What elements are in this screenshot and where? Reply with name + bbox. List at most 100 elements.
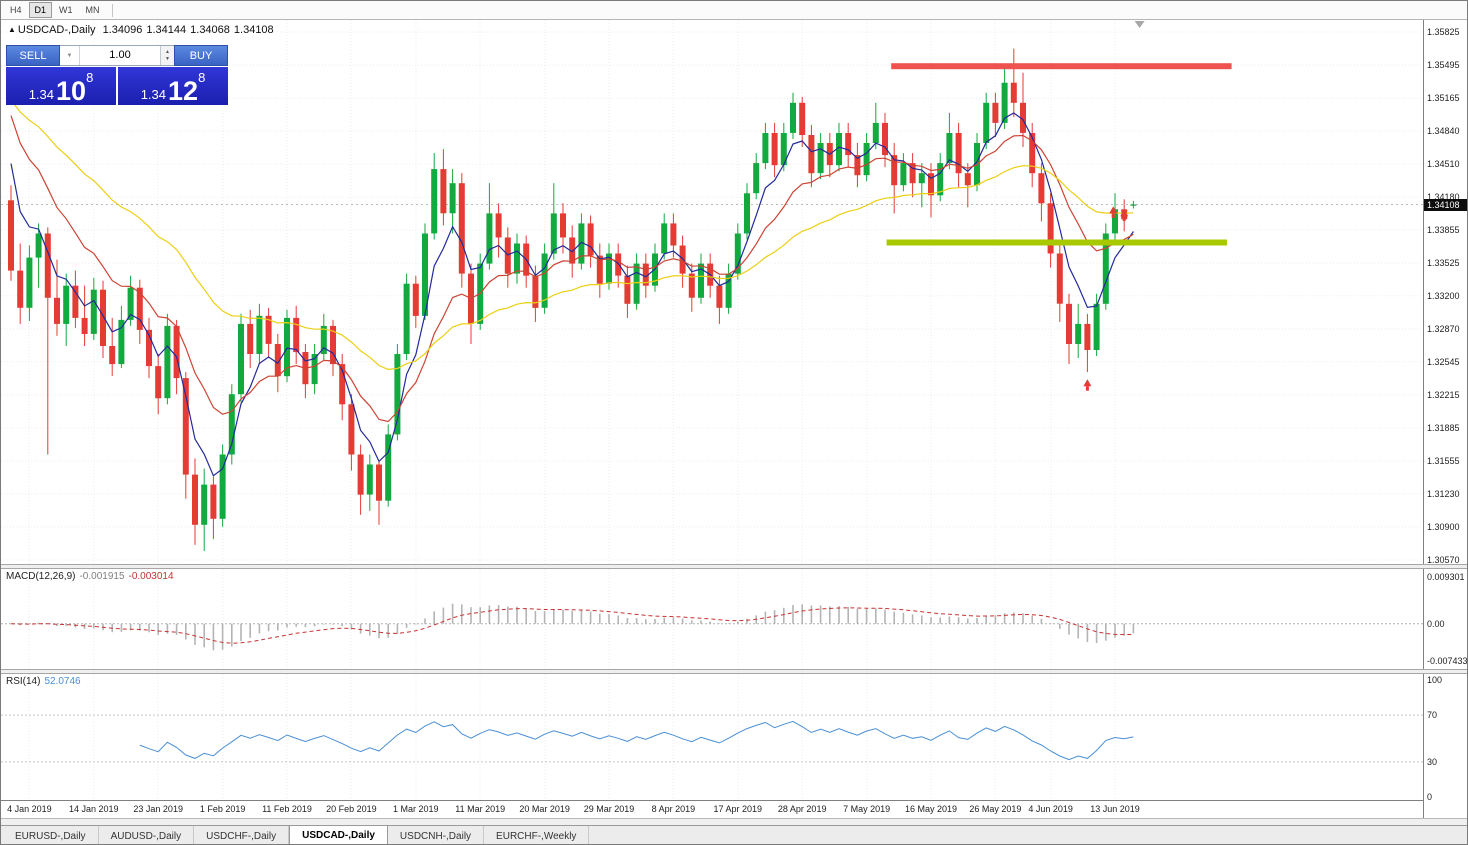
- main-chart-canvas[interactable]: [1, 20, 1423, 564]
- price-scale-label: 1.31230: [1427, 488, 1460, 499]
- date-axis-label: 26 May 2019: [969, 804, 1022, 814]
- volume-field[interactable]: ▼ 1.00 ▲ ▼: [60, 45, 174, 66]
- macd-scale-label: 0.009301: [1427, 572, 1465, 582]
- one-click-trading-panel: SELL ▼ 1.00 ▲ ▼ BUY 1.34 10 8 1.34 12 8: [6, 45, 228, 105]
- trade-arrow-marker: [1120, 209, 1129, 221]
- timeframe-button-w1[interactable]: W1: [53, 2, 79, 18]
- rsi-panel-canvas[interactable]: [1, 674, 1423, 800]
- macd-panel-canvas[interactable]: [1, 569, 1423, 669]
- buy-button[interactable]: BUY: [174, 45, 228, 66]
- date-axis-label: 16 May 2019: [904, 804, 958, 814]
- price-scale-label: 1.33200: [1427, 290, 1460, 301]
- price-scale-label: 1.31555: [1427, 456, 1460, 467]
- bottom-filler: [1, 818, 1467, 825]
- date-axis-label: 1 Mar 2019: [393, 804, 439, 814]
- trade-arrow-marker: [1083, 379, 1092, 391]
- toolbar-separator: [111, 3, 113, 17]
- chart-tab-bar: EURUSD-,Daily AUDUSD-,Daily USDCHF-,Daily U…: [1, 825, 1467, 844]
- sell-price-display[interactable]: 1.34 10 8: [6, 67, 116, 105]
- macd-indicator-label: MACD(12,26,9) -0.001915 -0.003014: [6, 571, 174, 582]
- timeframe-button-mn[interactable]: MN: [80, 2, 106, 18]
- rsi-scale-label: 100: [1427, 675, 1443, 685]
- timeframe-button-h4[interactable]: H4: [4, 2, 28, 18]
- date-axis-label: 17 Apr 2019: [713, 804, 763, 814]
- chart-tab-usdchf-daily[interactable]: USDCHF-,Daily: [194, 826, 290, 844]
- current-price-badge: 1.34108: [1424, 199, 1467, 211]
- chart-tab-usdcad-daily[interactable]: USDCAD-,Daily: [289, 825, 388, 844]
- chart-tab-audusd-daily[interactable]: AUDUSD-,Daily: [99, 826, 195, 844]
- support-line[interactable]: [886, 239, 1227, 246]
- grid: [28, 674, 1116, 800]
- price-scale-label: 1.32545: [1427, 356, 1460, 367]
- buy-price-display[interactable]: 1.34 12 8: [118, 67, 228, 105]
- chart-tab-usdcnh-daily[interactable]: USDCNH-,Daily: [388, 826, 485, 844]
- rsi-indicator-label: RSI(14) 52.0746: [6, 676, 81, 687]
- price-scale-label: 1.34840: [1427, 125, 1460, 136]
- macd-scale-label: -0.007433: [1427, 656, 1468, 666]
- chart-shift-marker[interactable]: [1134, 21, 1145, 28]
- bar-low: 1.34068: [190, 24, 230, 36]
- sell-price-base: 1.34: [28, 86, 55, 102]
- date-axis-label: 11 Feb 2019: [262, 804, 312, 814]
- price-scale-label: 1.30900: [1427, 521, 1460, 532]
- macd-main-value: -0.001915: [79, 571, 125, 582]
- price-scale-label: 1.35495: [1427, 60, 1460, 71]
- resistance-line[interactable]: [891, 63, 1232, 70]
- timeframe-toolbar: H4 D1 W1 MN: [1, 1, 1467, 20]
- panel-splitter[interactable]: [1, 669, 1467, 674]
- chart-tab-eurusd-daily[interactable]: EURUSD-,Daily: [3, 826, 99, 844]
- date-axis-label: 1 Feb 2019: [199, 804, 246, 814]
- symbol-name: USDCAD-,Daily: [17, 24, 96, 36]
- macd-scale-label: 0.00: [1427, 618, 1445, 629]
- price-scale-label: 1.34180: [1427, 192, 1460, 203]
- ma-fast-line: [10, 112, 1134, 477]
- panel-splitter[interactable]: [1, 564, 1467, 569]
- rsi-scale-label: 30: [1427, 756, 1438, 767]
- symbol-info-line: ▲ USDCAD-,Daily 1.34096 1.34144 1.34068 1.34…: [8, 24, 278, 36]
- tick-up-icon: ▲: [8, 25, 16, 34]
- date-axis-label: 20 Mar 2019: [519, 804, 570, 814]
- volume-spinner[interactable]: ▲ ▼: [160, 46, 174, 65]
- date-axis-label: 4 Jun 2019: [1028, 804, 1073, 814]
- macd-histogram: [19, 603, 1135, 651]
- date-axis-label: 23 Jan 2019: [133, 804, 183, 814]
- buy-price-base: 1.34: [140, 86, 167, 102]
- date-axis-label: 14 Jan 2019: [69, 804, 119, 814]
- rsi-scale-label: 70: [1427, 710, 1438, 721]
- date-axis[interactable]: 4 Jan 2019 14 Jan 2019 23 Jan 2019 1 Feb 20…: [1, 800, 1423, 818]
- chart-tab-eurchf-weekly[interactable]: EURCHF-,Weekly: [484, 826, 590, 844]
- price-scale-label: 1.32870: [1427, 323, 1460, 334]
- rsi-scale-label: 0: [1427, 792, 1433, 802]
- price-scale[interactable]: 1.34108 1.35825 1.35495 1.35165 1.34840 1.34…: [1423, 20, 1468, 818]
- rsi-line: [139, 720, 1134, 761]
- volume-value[interactable]: 1.00: [109, 49, 131, 61]
- macd-signal-value: -0.003014: [128, 571, 174, 582]
- macd-signal-line: [10, 607, 1134, 644]
- buy-price-pips: 12: [168, 75, 199, 106]
- spin-down-icon[interactable]: ▼: [165, 55, 170, 62]
- date-axis-label: 4 Jan 2019: [7, 804, 52, 814]
- price-scale-label: 1.31885: [1427, 422, 1460, 433]
- price-scale-label: 1.33855: [1427, 224, 1460, 235]
- date-axis-label: 8 Apr 2019: [651, 804, 696, 814]
- spin-up-icon[interactable]: ▲: [165, 48, 170, 55]
- timeframe-button-d1[interactable]: D1: [28, 2, 53, 18]
- price-scale-label: 1.35825: [1427, 27, 1460, 37]
- bar-open: 1.34096: [102, 24, 143, 36]
- price-scale-label: 1.30570: [1427, 555, 1460, 565]
- candles-group: [8, 48, 1137, 551]
- buy-price-pipette: 8: [198, 70, 206, 85]
- price-scale-label: 1.32215: [1427, 389, 1460, 400]
- sell-button[interactable]: SELL: [6, 45, 60, 66]
- volume-dropdown-icon[interactable]: ▼: [60, 46, 80, 65]
- bar-high: 1.34144: [146, 24, 187, 36]
- date-axis-label: 28 Apr 2019: [777, 804, 827, 814]
- price-scale-label: 1.33525: [1427, 258, 1460, 269]
- price-scale-label: 1.34510: [1427, 159, 1460, 170]
- ma-slow-line: [10, 99, 1134, 371]
- date-axis-label: 7 May 2019: [843, 804, 891, 814]
- date-axis-label: 29 Mar 2019: [583, 804, 635, 814]
- ma-medium-line: [10, 115, 1134, 423]
- date-axis-label: 13 Jun 2019: [1090, 804, 1140, 814]
- bar-close: 1.34108: [233, 24, 274, 36]
